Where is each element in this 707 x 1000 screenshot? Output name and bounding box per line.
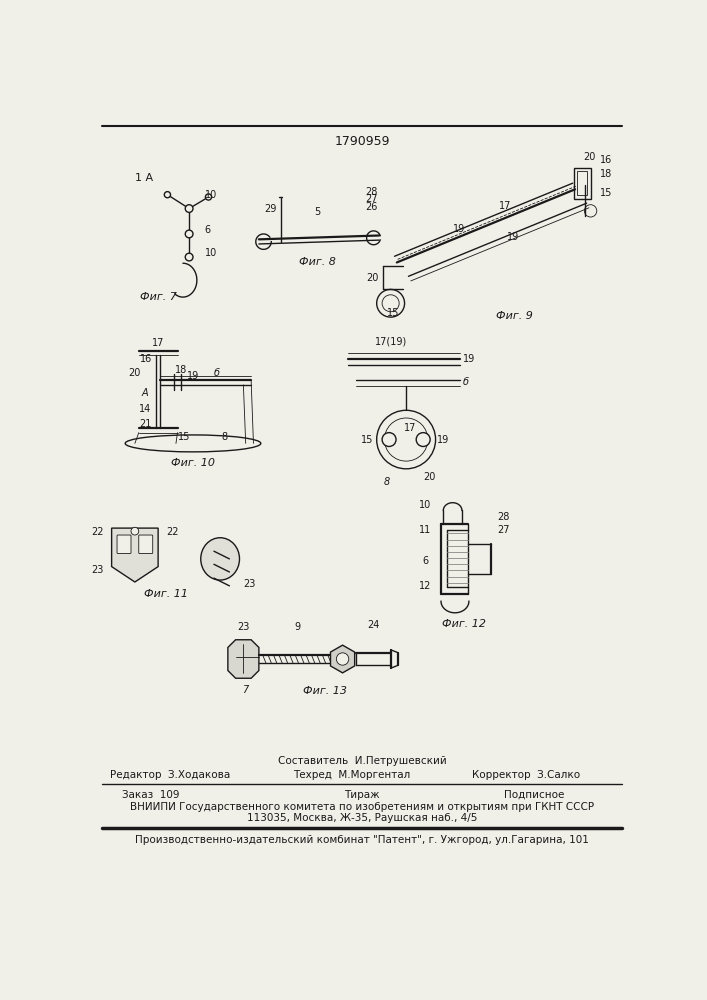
Text: 19: 19 xyxy=(187,371,199,381)
Text: 1790959: 1790959 xyxy=(334,135,390,148)
Text: 20: 20 xyxy=(129,368,141,378)
Text: 11: 11 xyxy=(419,525,432,535)
Circle shape xyxy=(416,433,430,446)
Text: 22: 22 xyxy=(166,527,178,537)
Polygon shape xyxy=(330,645,355,673)
Text: 17: 17 xyxy=(499,201,511,211)
Text: 15: 15 xyxy=(600,188,612,198)
Text: ВНИИПИ Государственного комитета по изобретениям и открытиям при ГКНТ СССР: ВНИИПИ Государственного комитета по изоб… xyxy=(130,802,594,812)
Text: 27: 27 xyxy=(497,525,509,535)
Text: 26: 26 xyxy=(365,202,378,212)
Text: 6: 6 xyxy=(423,556,428,566)
Text: 22: 22 xyxy=(91,527,104,537)
Text: 21: 21 xyxy=(139,419,151,429)
Text: 17: 17 xyxy=(404,423,416,433)
Text: 15: 15 xyxy=(177,432,190,442)
Text: 19: 19 xyxy=(452,224,465,234)
Circle shape xyxy=(185,230,193,238)
Text: 1 А: 1 А xyxy=(135,173,153,183)
Text: 7: 7 xyxy=(243,685,249,695)
Text: Фиг. 13: Фиг. 13 xyxy=(303,686,346,696)
Text: 17(19): 17(19) xyxy=(375,337,407,347)
Text: 8: 8 xyxy=(221,432,227,442)
Circle shape xyxy=(185,205,193,212)
Text: 12: 12 xyxy=(419,581,432,591)
Text: 14: 14 xyxy=(139,404,151,414)
Text: б: б xyxy=(462,377,469,387)
Circle shape xyxy=(164,192,170,198)
Text: Заказ  109: Заказ 109 xyxy=(122,790,179,800)
Text: 19: 19 xyxy=(507,232,519,242)
Text: 20: 20 xyxy=(583,152,595,162)
Ellipse shape xyxy=(201,538,240,580)
Text: 6: 6 xyxy=(204,225,211,235)
Text: 18: 18 xyxy=(175,365,187,375)
Text: 17: 17 xyxy=(152,338,164,348)
Text: 16: 16 xyxy=(141,354,153,364)
Text: Фиг. 8: Фиг. 8 xyxy=(298,257,335,267)
Text: 5: 5 xyxy=(314,207,320,217)
Text: 15: 15 xyxy=(387,308,399,318)
Text: 19: 19 xyxy=(437,435,450,445)
Text: 9: 9 xyxy=(295,622,300,632)
FancyBboxPatch shape xyxy=(117,535,131,554)
Circle shape xyxy=(206,194,211,200)
Circle shape xyxy=(382,433,396,446)
Text: Фиг. 7: Фиг. 7 xyxy=(140,292,177,302)
Text: 23: 23 xyxy=(91,565,104,575)
Text: Составитель  И.Петрушевский: Составитель И.Петрушевский xyxy=(278,756,446,766)
Text: 24: 24 xyxy=(368,620,380,630)
Text: 10: 10 xyxy=(204,190,217,200)
Text: 8: 8 xyxy=(384,477,390,487)
Circle shape xyxy=(337,653,349,665)
Polygon shape xyxy=(112,528,158,582)
Text: 23: 23 xyxy=(237,622,250,632)
Circle shape xyxy=(185,253,193,261)
Text: Фиг. 11: Фиг. 11 xyxy=(144,589,188,599)
Text: Тираж: Тираж xyxy=(344,790,380,800)
Text: 28: 28 xyxy=(365,187,378,197)
Text: 10: 10 xyxy=(204,248,217,258)
Text: 20: 20 xyxy=(366,273,378,283)
Text: 15: 15 xyxy=(361,435,373,445)
Text: Редактор  З.Ходакова: Редактор З.Ходакова xyxy=(110,770,230,780)
Text: Техред  М.Моргентал: Техред М.Моргентал xyxy=(293,770,411,780)
Text: Подписное: Подписное xyxy=(504,790,564,800)
Text: 28: 28 xyxy=(497,512,509,522)
Text: Фиг. 9: Фиг. 9 xyxy=(496,311,533,321)
Polygon shape xyxy=(228,640,259,678)
Text: 16: 16 xyxy=(600,155,612,165)
Text: Корректор  З.Салко: Корректор З.Салко xyxy=(472,770,580,780)
Text: 18: 18 xyxy=(600,169,612,179)
Circle shape xyxy=(131,527,139,535)
Text: 29: 29 xyxy=(264,204,276,214)
FancyBboxPatch shape xyxy=(139,535,153,554)
Text: Фиг. 12: Фиг. 12 xyxy=(443,619,486,629)
Text: 20: 20 xyxy=(423,472,436,482)
Text: 10: 10 xyxy=(419,500,432,510)
Text: б: б xyxy=(214,368,219,378)
Text: 27: 27 xyxy=(365,194,378,204)
Text: A: A xyxy=(141,388,148,398)
Text: 113035, Москва, Ж-35, Раушская наб., 4/5: 113035, Москва, Ж-35, Раушская наб., 4/5 xyxy=(247,813,477,823)
Text: Производственно-издательский комбинат "Патент", г. Ужгород, ул.Гагарина, 101: Производственно-издательский комбинат "П… xyxy=(135,835,589,845)
Text: Фиг. 10: Фиг. 10 xyxy=(171,458,215,468)
Text: 23: 23 xyxy=(243,579,256,589)
Text: 19: 19 xyxy=(462,354,475,364)
